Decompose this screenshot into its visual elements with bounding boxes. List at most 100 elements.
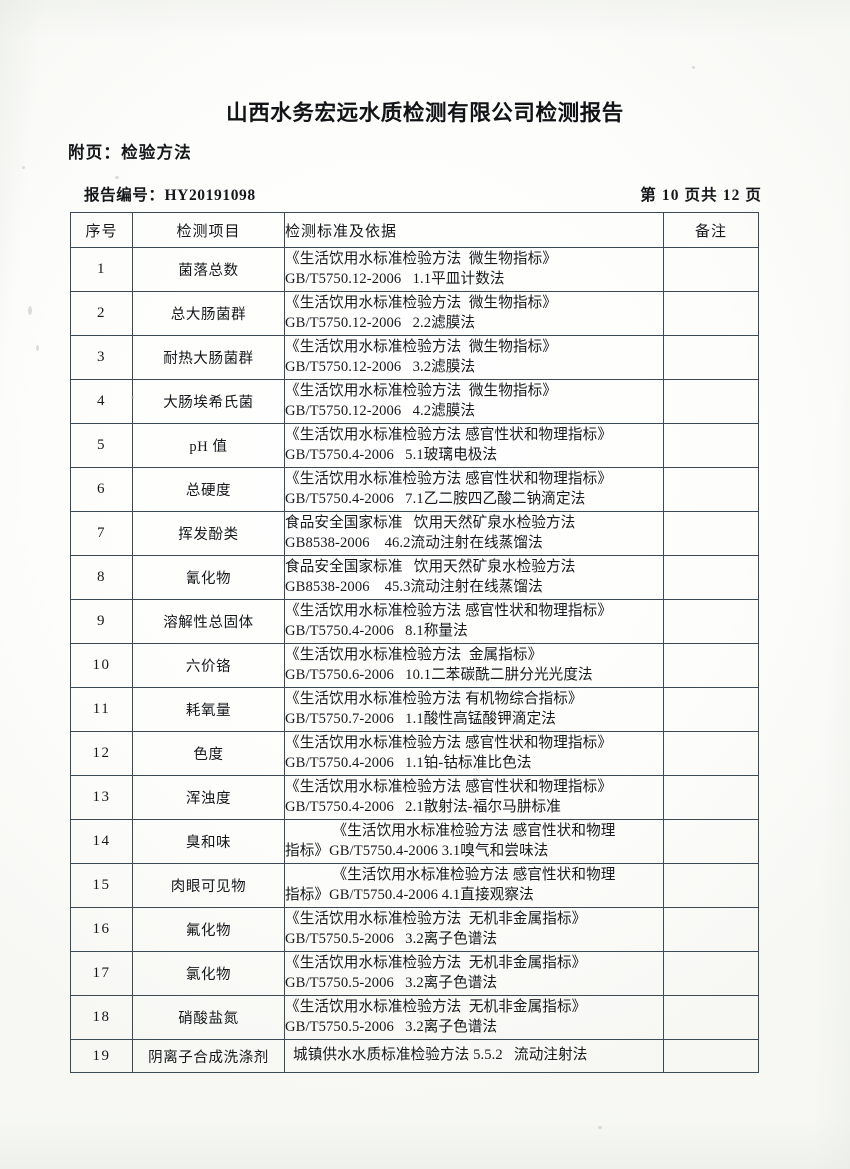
table-head: 序号 检测项目 检测标准及依据 备注	[70, 212, 759, 248]
cell-sequence-number: 1	[70, 247, 133, 292]
cell-remark	[663, 511, 759, 556]
cell-remark	[663, 995, 759, 1040]
table-row: 9 溶解性总固体 《生活饮用水标准检验方法 感官性状和物理指标》 GB/T5750.4…	[70, 599, 759, 644]
column-header-remark: 备注	[663, 212, 759, 248]
table-row: 4 大肠埃希氏菌 《生活饮用水标准检验方法 微生物指标》 GB/T5750.12-20…	[70, 379, 759, 424]
cell-remark	[663, 1039, 759, 1073]
cell-standard-basis: 《生活饮用水标准检验方法 无机非金属指标》 GB/T5750.5-2006 3.2…	[284, 951, 664, 996]
cell-remark	[663, 643, 759, 688]
standard-line-2: GB8538-2006 45.3流动注射在线蒸馏法	[285, 578, 543, 595]
cell-sequence-number: 18	[70, 995, 133, 1040]
cell-sequence-number: 11	[70, 687, 133, 732]
standard-line-2: GB/T5750.4-2006 8.1称量法	[285, 622, 468, 639]
scan-speck	[692, 66, 695, 69]
table-row: 6 总硬度 《生活饮用水标准检验方法 感官性状和物理指标》 GB/T5750.4-20…	[70, 467, 759, 512]
standard-line-2: GB8538-2006 46.2流动注射在线蒸馏法	[285, 534, 543, 551]
cell-test-item: 挥发酚类	[132, 511, 285, 556]
standard-line-2: GB/T5750.4-2006 5.1玻璃电极法	[285, 446, 498, 463]
standard-line-2: GB/T5750.7-2006 1.1酸性高锰酸钾滴定法	[285, 710, 556, 727]
cell-sequence-number: 6	[70, 467, 133, 512]
cell-standard-basis: 《生活饮用水标准检验方法 无机非金属指标》 GB/T5750.5-2006 3.2…	[284, 907, 664, 952]
scan-speck	[115, 176, 119, 179]
standard-line-1: 《生活饮用水标准检验方法 感官性状和物理指标》	[285, 735, 613, 752]
cell-test-item: 臭和味	[132, 819, 285, 864]
cell-standard-basis: 《生活饮用水标准检验方法 感官性状和物理指标》 GB/T5750.4-2006 2…	[284, 775, 664, 820]
standard-line-1: 《生活饮用水标准检验方法 微生物指标》	[285, 339, 557, 356]
standard-line-1: 食品安全国家标准 饮用天然矿泉水检验方法	[285, 559, 576, 576]
standard-line-1: 《生活饮用水标准检验方法 无机非金属指标》	[285, 911, 587, 928]
table-row: 14 臭和味 《生活饮用水标准检验方法 感官性状和物理 指标》GB/T5750.4-2…	[70, 819, 759, 864]
table-row: 11 耗氧量 《生活饮用水标准检验方法 有机物综合指标》 GB/T5750.7-200…	[70, 687, 759, 732]
table-row: 19 阴离子合成洗涤剂 城镇供水水质标准检验方法 5.5.2 流动注射法	[70, 1039, 759, 1073]
standard-line-2: GB/T5750.12-2006 4.2滤膜法	[285, 402, 476, 419]
table-body: 1 菌落总数 《生活饮用水标准检验方法 微生物指标》 GB/T5750.12-2006…	[70, 247, 759, 1073]
cell-standard-basis: 《生活饮用水标准检验方法 感官性状和物理 指标》GB/T5750.4-2006 4…	[284, 863, 664, 908]
standard-line-1: 《生活饮用水标准检验方法 感官性状和物理	[332, 867, 616, 884]
column-header-item: 检测项目	[132, 212, 285, 248]
cell-test-item: 菌落总数	[132, 247, 285, 292]
table-row: 2 总大肠菌群 《生活饮用水标准检验方法 微生物指标》 GB/T5750.12-200…	[70, 291, 759, 336]
cell-sequence-number: 12	[70, 731, 133, 776]
scan-speck	[36, 345, 39, 351]
scan-speck	[598, 1126, 602, 1129]
document-subtitle: 附页：检验方法	[68, 144, 192, 162]
cell-remark	[663, 247, 759, 292]
cell-remark	[663, 819, 759, 864]
cell-standard-basis: 《生活饮用水标准检验方法 感官性状和物理指标》 GB/T5750.4-2006 7…	[284, 467, 664, 512]
cell-test-item: 肉眼可见物	[132, 863, 285, 908]
cell-sequence-number: 17	[70, 951, 133, 996]
cell-remark	[663, 731, 759, 776]
cell-standard-basis: 《生活饮用水标准检验方法 微生物指标》 GB/T5750.12-2006 1.1平…	[284, 247, 664, 292]
cell-standard-basis: 《生活饮用水标准检验方法 无机非金属指标》 GB/T5750.5-2006 3.2…	[284, 995, 664, 1040]
cell-remark	[663, 291, 759, 336]
standard-line-1: 《生活饮用水标准检验方法 感官性状和物理指标》	[285, 471, 613, 488]
cell-remark	[663, 423, 759, 468]
table-row: 8 氰化物 食品安全国家标准 饮用天然矿泉水检验方法 GB8538-2006 45.3…	[70, 555, 759, 600]
cell-remark	[663, 467, 759, 512]
table-row: 18 硝酸盐氮 《生活饮用水标准检验方法 无机非金属指标》 GB/T5750.5-20…	[70, 995, 759, 1040]
cell-remark	[663, 687, 759, 732]
cell-remark	[663, 951, 759, 996]
page-title: 山西水务宏远水质检测有限公司检测报告	[226, 101, 624, 125]
cell-test-item: 氟化物	[132, 907, 285, 952]
scan-speck	[22, 166, 25, 169]
cell-sequence-number: 10	[70, 643, 133, 688]
cell-standard-basis: 《生活饮用水标准检验方法 感官性状和物理指标》 GB/T5750.4-2006 5…	[284, 423, 664, 468]
report-meta-row: 报告编号：HY20191098 第 10 页共 12 页	[84, 183, 762, 205]
standard-line-1: 《生活饮用水标准检验方法 金属指标》	[285, 647, 543, 664]
standard-line-1: 《生活饮用水标准检验方法 感官性状和物理指标》	[285, 603, 613, 620]
cell-sequence-number: 19	[70, 1039, 133, 1073]
standard-line-2: GB/T5750.6-2006 10.1二苯碳酰二肼分光光度法	[285, 666, 593, 683]
table-header-row: 序号 检测项目 检测标准及依据 备注	[70, 212, 759, 248]
standard-line-1: 城镇供水水质标准检验方法 5.5.2 流动注射法	[293, 1047, 588, 1064]
standard-line-2: GB/T5750.12-2006 1.1平皿计数法	[285, 270, 505, 287]
table-row: 5 pH 值《生活饮用水标准检验方法 感官性状和物理指标》 GB/T5750.4-2…	[70, 423, 759, 468]
cell-sequence-number: 7	[70, 511, 133, 556]
methods-table-wrapper: 序号 检测项目 检测标准及依据 备注 1 菌落总数 《生活饮用水标准检验方法 微生物…	[70, 212, 759, 1073]
standard-line-1: 《生活饮用水标准检验方法 微生物指标》	[285, 383, 557, 400]
cell-standard-basis: 《生活饮用水标准检验方法 微生物指标》 GB/T5750.12-2006 2.2滤…	[284, 291, 664, 336]
cell-test-item: 阴离子合成洗涤剂	[132, 1039, 285, 1073]
cell-standard-basis: 《生活饮用水标准检验方法 感官性状和物理指标》 GB/T5750.4-2006 1…	[284, 731, 664, 776]
cell-standard-basis: 《生活饮用水标准检验方法 微生物指标》 GB/T5750.12-2006 3.2滤…	[284, 335, 664, 380]
scan-speck	[28, 306, 32, 315]
standard-line-2: GB/T5750.12-2006 3.2滤膜法	[285, 358, 476, 375]
cell-sequence-number: 2	[70, 291, 133, 336]
standard-line-2: GB/T5750.4-2006 1.1铂-钴标准比色法	[285, 754, 532, 771]
table-row: 13 浑浊度 《生活饮用水标准检验方法 感官性状和物理指标》 GB/T5750.4-2…	[70, 775, 759, 820]
cell-test-item: 耐热大肠菌群	[132, 335, 285, 380]
table-row: 15 肉眼可见物 《生活饮用水标准检验方法 感官性状和物理 指标》GB/T5750.4…	[70, 863, 759, 908]
cell-remark	[663, 599, 759, 644]
cell-sequence-number: 14	[70, 819, 133, 864]
cell-remark	[663, 775, 759, 820]
cell-standard-basis: 《生活饮用水标准检验方法 有机物综合指标》 GB/T5750.7-2006 1.1…	[284, 687, 664, 732]
cell-sequence-number: 3	[70, 335, 133, 380]
standard-line-1: 《生活饮用水标准检验方法 感官性状和物理指标》	[285, 779, 613, 796]
standard-line-2: GB/T5750.12-2006 2.2滤膜法	[285, 314, 476, 331]
cell-remark	[663, 555, 759, 600]
cell-remark	[663, 907, 759, 952]
cell-test-item: 氯化物	[132, 951, 285, 996]
cell-standard-basis: 食品安全国家标准 饮用天然矿泉水检验方法 GB8538-2006 45.3流动注射…	[284, 555, 664, 600]
cell-sequence-number: 5	[70, 423, 133, 468]
cell-standard-basis: 《生活饮用水标准检验方法 金属指标》 GB/T5750.6-2006 10.1二苯…	[284, 643, 664, 688]
